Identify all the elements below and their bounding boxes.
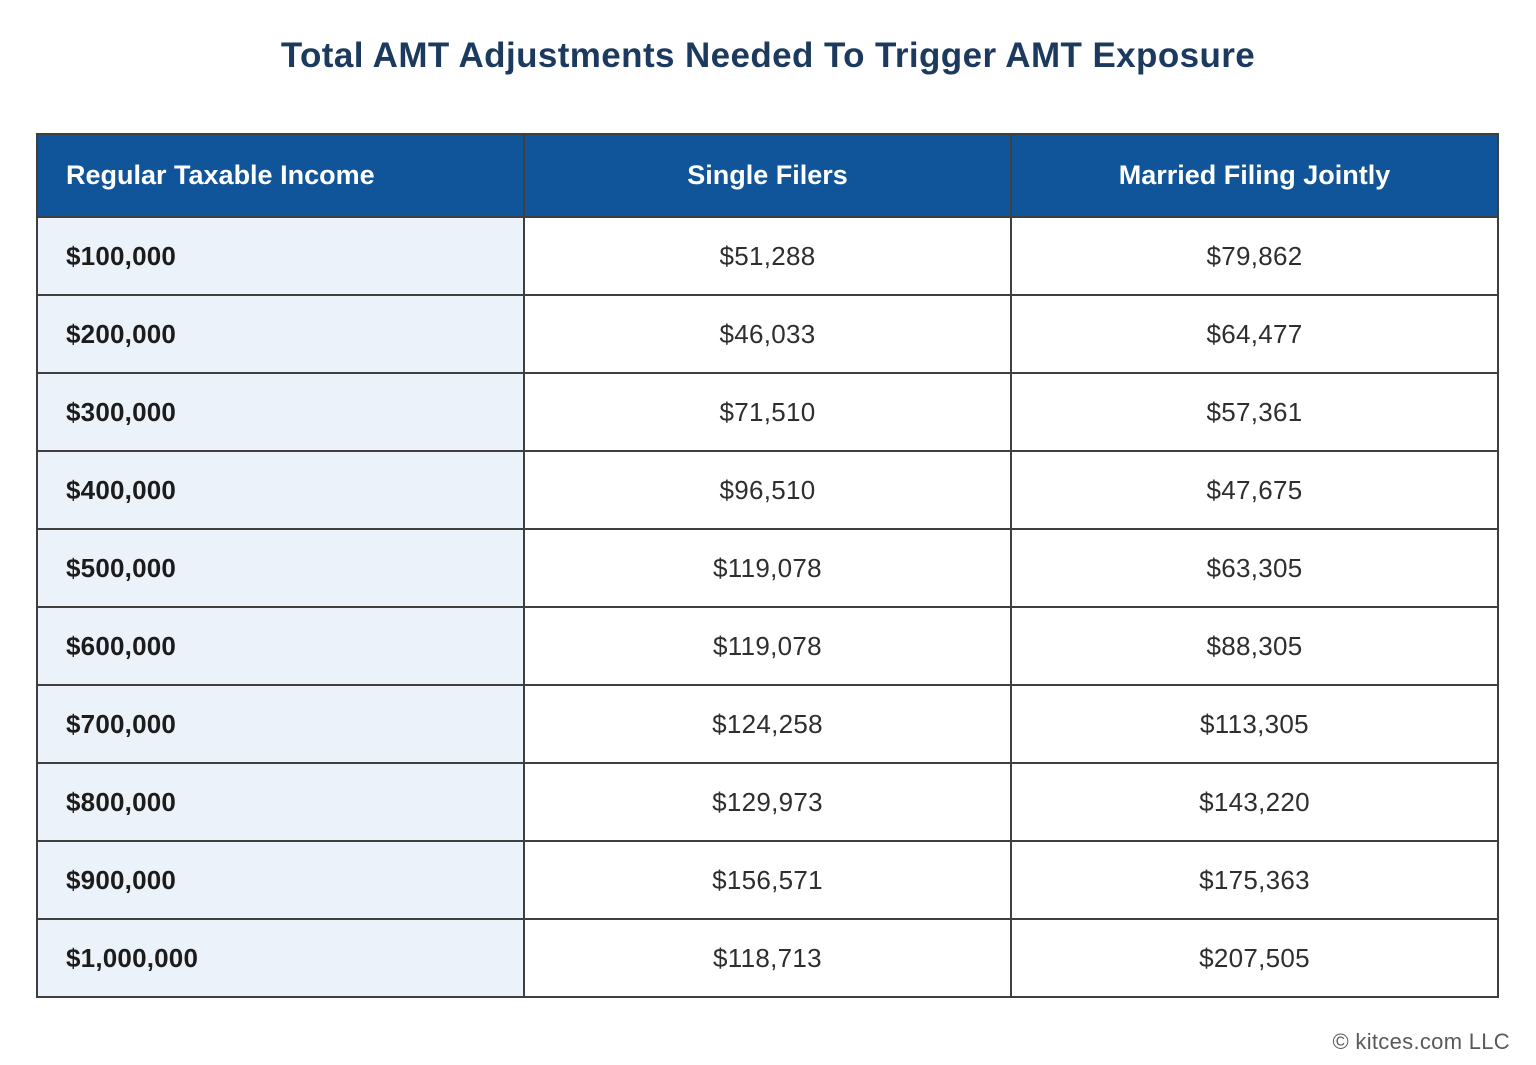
header-regular-taxable-income: Regular Taxable Income — [36, 133, 525, 218]
single-filers-cell: $129,973 — [523, 762, 1012, 842]
married-jointly-cell: $175,363 — [1010, 840, 1499, 920]
page-title: Total AMT Adjustments Needed To Trigger … — [280, 36, 1256, 75]
table-row: $500,000 $119,078 $63,305 — [36, 528, 1499, 608]
table-row: $600,000 $119,078 $88,305 — [36, 606, 1499, 686]
married-jointly-cell: $63,305 — [1010, 528, 1499, 608]
married-jointly-cell: $207,505 — [1010, 918, 1499, 998]
table-row: $300,000 $71,510 $57,361 — [36, 372, 1499, 452]
row-income-cell: $900,000 — [36, 840, 525, 920]
row-income-cell: $300,000 — [36, 372, 525, 452]
single-filers-cell: $51,288 — [523, 216, 1012, 296]
table-row: $200,000 $46,033 $64,477 — [36, 294, 1499, 374]
table-row: $400,000 $96,510 $47,675 — [36, 450, 1499, 530]
amt-table-container: Regular Taxable Income Single Filers Mar… — [36, 133, 1499, 998]
married-jointly-cell: $47,675 — [1010, 450, 1499, 530]
table-body: $100,000 $51,288 $79,862 $200,000 $46,033 $64… — [36, 216, 1499, 998]
row-income-cell: $800,000 — [36, 762, 525, 842]
table-row: $900,000 $156,571 $175,363 — [36, 840, 1499, 920]
amt-table: Regular Taxable Income Single Filers Mar… — [36, 133, 1499, 998]
single-filers-cell: $156,571 — [523, 840, 1012, 920]
table-row: $100,000 $51,288 $79,862 — [36, 216, 1499, 296]
table-header: Regular Taxable Income Single Filers Mar… — [36, 133, 1499, 218]
header-single-filers: Single Filers — [523, 133, 1012, 218]
table-row: $800,000 $129,973 $143,220 — [36, 762, 1499, 842]
single-filers-cell: $124,258 — [523, 684, 1012, 764]
single-filers-cell: $46,033 — [523, 294, 1012, 374]
copyright-text: © kitces.com LLC — [1332, 1029, 1510, 1054]
row-income-cell: $1,000,000 — [36, 918, 525, 998]
table-row: $700,000 $124,258 $113,305 — [36, 684, 1499, 764]
married-jointly-cell: $57,361 — [1010, 372, 1499, 452]
row-income-cell: $600,000 — [36, 606, 525, 686]
row-income-cell: $100,000 — [36, 216, 525, 296]
single-filers-cell: $119,078 — [523, 528, 1012, 608]
header-married-filing-jointly: Married Filing Jointly — [1010, 133, 1499, 218]
single-filers-cell: $119,078 — [523, 606, 1012, 686]
single-filers-cell: $71,510 — [523, 372, 1012, 452]
single-filers-cell: $118,713 — [523, 918, 1012, 998]
row-income-cell: $500,000 — [36, 528, 525, 608]
married-jointly-cell: $79,862 — [1010, 216, 1499, 296]
married-jointly-cell: $64,477 — [1010, 294, 1499, 374]
single-filers-cell: $96,510 — [523, 450, 1012, 530]
row-income-cell: $700,000 — [36, 684, 525, 764]
row-income-cell: $200,000 — [36, 294, 525, 374]
row-income-cell: $400,000 — [36, 450, 525, 530]
table-header-row: Regular Taxable Income Single Filers Mar… — [36, 133, 1499, 218]
married-jointly-cell: $143,220 — [1010, 762, 1499, 842]
married-jointly-cell: $88,305 — [1010, 606, 1499, 686]
married-jointly-cell: $113,305 — [1010, 684, 1499, 764]
table-row: $1,000,000 $118,713 $207,505 — [36, 918, 1499, 998]
